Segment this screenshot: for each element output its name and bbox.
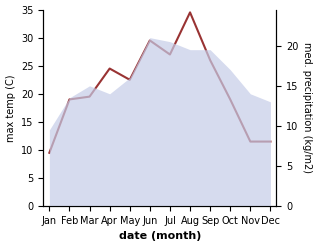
Y-axis label: med. precipitation (kg/m2): med. precipitation (kg/m2) — [302, 42, 313, 173]
Y-axis label: max temp (C): max temp (C) — [5, 74, 16, 142]
X-axis label: date (month): date (month) — [119, 231, 201, 242]
